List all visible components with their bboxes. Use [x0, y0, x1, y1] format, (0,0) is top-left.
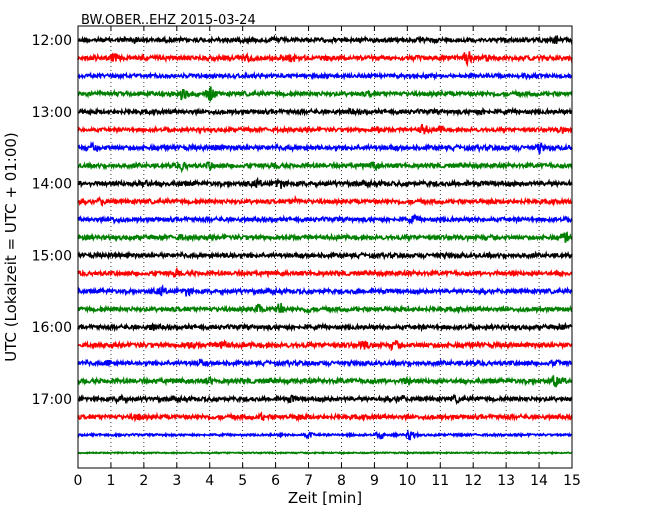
- trace-1430: [77, 213, 573, 225]
- trace-1300: [77, 106, 573, 117]
- trace-1730: [77, 429, 573, 441]
- x-tick-label: 7: [304, 473, 313, 489]
- y-tick-label: 15:00: [32, 248, 72, 264]
- x-tick-label: 9: [370, 473, 379, 489]
- x-axis-ticks: 0 1 2 3 4 5 6 7 8 9 10 11 12 13 14 15: [74, 26, 581, 489]
- trace-1315: [77, 123, 573, 135]
- x-tick-label: 3: [172, 473, 181, 489]
- y-tick-label: 12:00: [32, 33, 72, 49]
- trace-1645: [77, 375, 573, 388]
- y-axis-ticks: 12:00 13:00 14:00 15:00 16:00 17:00: [32, 33, 83, 408]
- y-tick-label: 17:00: [32, 392, 72, 408]
- trace-1530: [77, 283, 573, 297]
- trace-1500: [77, 250, 573, 261]
- trace-1415: [77, 194, 573, 207]
- trace-1630: [77, 357, 573, 369]
- trace-1745: [77, 450, 573, 456]
- x-tick-label: 6: [271, 473, 280, 489]
- plot-frame: [77, 25, 573, 469]
- x-tick-label: 10: [398, 473, 416, 489]
- y-tick-label: 14:00: [32, 177, 72, 193]
- y-axis-label: UTC (Lokalzeit = UTC + 01:00): [2, 132, 20, 362]
- chart-title: BW.OBER..EHZ 2015-03-24: [81, 13, 256, 28]
- x-tick-label: 15: [563, 473, 581, 489]
- trace-1400: [77, 176, 573, 190]
- x-tick-label: 4: [205, 473, 214, 489]
- x-tick-label: 13: [497, 473, 515, 489]
- x-tick-label: 14: [530, 473, 548, 489]
- trace-1230: [77, 70, 573, 81]
- x-axis-label: Zeit [min]: [288, 489, 362, 507]
- x-tick-label: 1: [106, 473, 115, 489]
- x-tick-label: 5: [238, 473, 247, 489]
- trace-series: [77, 34, 573, 456]
- trace-1215: [77, 51, 573, 68]
- y-tick-label: 16:00: [32, 320, 72, 336]
- trace-1700: [77, 393, 573, 406]
- x-tick-label: 2: [139, 473, 148, 489]
- trace-1345: [77, 160, 573, 174]
- y-tick-label: 13:00: [32, 105, 72, 121]
- x-tick-label: 11: [431, 473, 449, 489]
- trace-1600: [77, 321, 573, 333]
- trace-1715: [77, 411, 573, 423]
- trace-1200: [77, 34, 573, 46]
- x-tick-label: 0: [74, 473, 83, 489]
- x-tick-label: 12: [464, 473, 482, 489]
- trace-1330: [77, 140, 573, 155]
- vertical-grid: [110, 26, 540, 468]
- trace-1515: [77, 267, 573, 279]
- trace-1245: [77, 86, 573, 102]
- x-tick-label: 8: [337, 473, 346, 489]
- trace-1545: [77, 302, 573, 315]
- trace-1445: [77, 231, 573, 243]
- trace-1615: [77, 338, 573, 352]
